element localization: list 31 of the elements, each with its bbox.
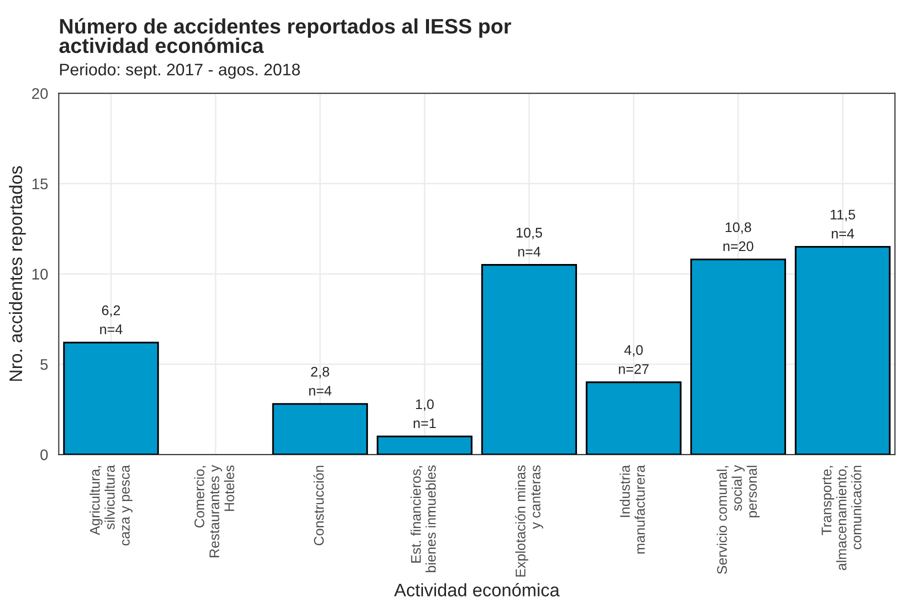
data-label: 1,0 n=1 — [414, 399, 436, 428]
x-tick-label: Construcción — [313, 466, 324, 546]
y-axis-title: Nro. accidentes reportados — [8, 166, 26, 381]
bar — [481, 264, 577, 455]
bar — [586, 381, 682, 455]
y-tick-label: 20 — [32, 88, 48, 99]
x-tick-label: Explotación minas y canteras — [515, 465, 544, 576]
x-axis-title: Actividad económica — [394, 582, 560, 596]
data-label: 2,8 n=4 — [309, 366, 332, 396]
x-tick-label: Servicio comunal, social y personal — [716, 464, 760, 574]
bar — [690, 258, 786, 455]
y-tick-label: 15 — [32, 178, 48, 190]
x-tick-label: Transporte, almacenamiento, comunicación — [822, 466, 862, 570]
bar — [63, 342, 159, 455]
y-tick-label: 10 — [32, 268, 48, 280]
x-tick-label: Comercio, Restaurantes y Hoteles — [194, 464, 234, 558]
bar — [794, 246, 891, 455]
chart-subtitle: Periodo: sept. 2017 - agos. 2018 — [60, 63, 300, 79]
x-tick-label: Industria manufacturera — [620, 464, 645, 554]
y-tick-label: 5 — [40, 359, 48, 370]
data-label: 11,5 n=4 — [830, 210, 856, 238]
bar — [272, 403, 368, 455]
y-tick-label: 0 — [40, 449, 48, 460]
bar — [376, 436, 472, 455]
x-tick-label: Est. financieros, bienes inmuebles — [410, 465, 436, 572]
data-label: 10,5 n=4 — [516, 228, 542, 256]
x-tick-label: Agricultura, silvicultura caza y pesca — [90, 464, 132, 546]
data-label: 4,0 n=27 — [618, 345, 649, 374]
data-label: 6,2 n=4 — [100, 305, 122, 334]
chart-title: Número de accidentes reportados al IESS por actividad económica — [59, 18, 512, 54]
data-label: 10,8 n=20 — [723, 222, 754, 252]
